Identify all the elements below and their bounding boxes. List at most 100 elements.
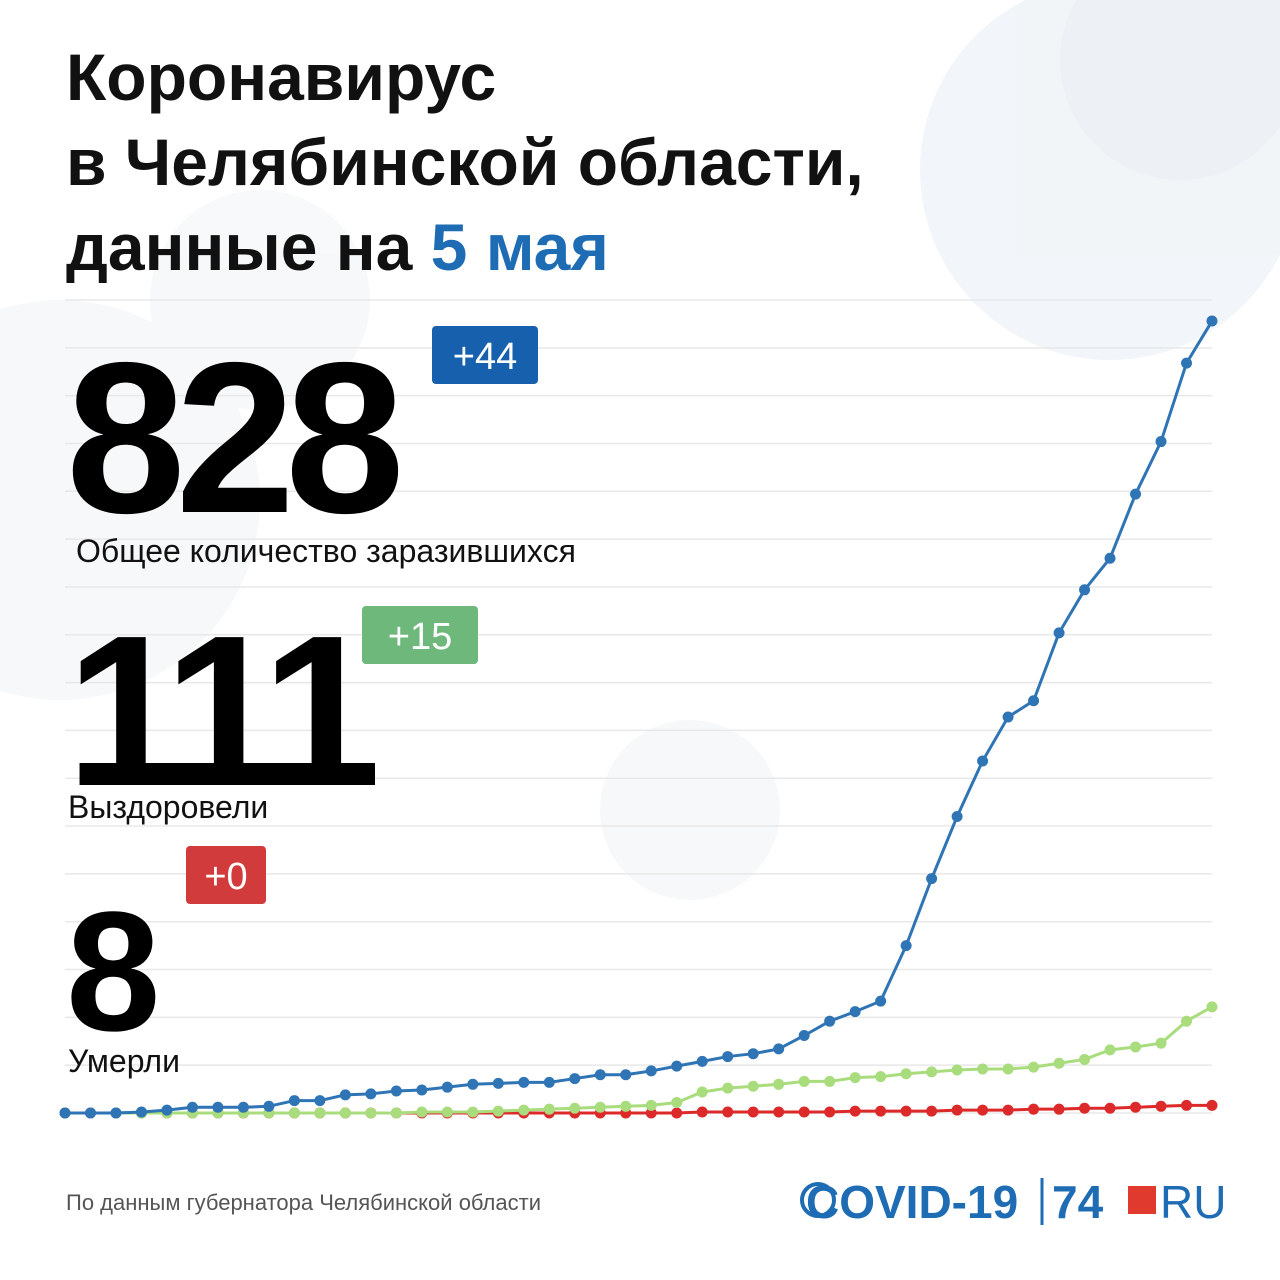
data-point: [492, 1077, 504, 1089]
source-note: По данным губернатора Челябинской област…: [66, 1190, 541, 1215]
title-line: в Челябинской области,: [66, 125, 864, 199]
data-point: [977, 1104, 989, 1116]
data-point: [773, 1043, 785, 1055]
data-point: [339, 1089, 351, 1101]
data-point: [416, 1084, 428, 1096]
data-point: [900, 940, 912, 952]
data-point: [1002, 711, 1014, 723]
data-point: [1206, 315, 1218, 327]
stat-number: 111: [66, 590, 375, 831]
data-point: [288, 1107, 300, 1119]
stat-caption: Общее количество заразившихся: [76, 533, 576, 569]
data-point: [977, 1063, 989, 1075]
stats: 828 +44 Общее количество заразившихся 111 +1…: [66, 317, 576, 1079]
data-point: [722, 1106, 734, 1118]
data-point: [798, 1106, 810, 1118]
data-point: [849, 1105, 861, 1117]
data-point: [977, 755, 989, 767]
data-point: [1206, 1001, 1218, 1013]
stat-change: +0: [204, 856, 247, 898]
title-line: Коронавирус: [66, 40, 496, 114]
data-point: [645, 1107, 657, 1119]
data-point: [1130, 1101, 1142, 1113]
stat-badge: [362, 606, 478, 664]
series-line: [65, 1005, 1213, 1115]
data-point: [161, 1104, 173, 1116]
data-point: [1002, 1063, 1014, 1075]
data-point: [288, 1095, 300, 1107]
data-point: [390, 1107, 402, 1119]
data-point: [1028, 695, 1040, 707]
data-point: [110, 1107, 122, 1119]
data-point: [1206, 1099, 1218, 1111]
logo: COVID-19 74 RU: [800, 1176, 1226, 1228]
lines: [59, 315, 1218, 1119]
data-point: [1079, 1053, 1091, 1065]
stat-badge: [432, 326, 538, 384]
data-point: [1130, 488, 1142, 500]
data-point: [620, 1069, 632, 1081]
logo-text: 74: [1052, 1176, 1104, 1228]
series-line: [65, 320, 1214, 1115]
data-point: [1079, 1102, 1091, 1114]
data-point: [900, 1068, 912, 1080]
data-point: [951, 1104, 963, 1116]
title-text: данные на: [66, 210, 431, 284]
data-point: [1104, 552, 1116, 564]
data-point: [1028, 1103, 1040, 1115]
data-point: [696, 1086, 708, 1098]
data-point: [824, 1106, 836, 1118]
data-point: [1104, 1102, 1116, 1114]
data-point: [186, 1101, 198, 1113]
data-point: [543, 1076, 555, 1088]
data-point: [671, 1107, 683, 1119]
data-point: [1130, 1041, 1142, 1053]
data-point: [1155, 1037, 1167, 1049]
data-point: [900, 1105, 912, 1117]
data-point: [84, 1107, 96, 1119]
data-point: [875, 1105, 887, 1117]
data-point: [1053, 1057, 1065, 1069]
logo-text: COVID-19: [806, 1176, 1018, 1228]
data-point: [594, 1069, 606, 1081]
data-point: [569, 1073, 581, 1085]
logo-square: [1128, 1186, 1156, 1214]
data-point: [1053, 1103, 1065, 1115]
stat-badge: [186, 846, 266, 904]
data-point: [1155, 1100, 1167, 1112]
data-point: [875, 1071, 887, 1083]
data-point: [135, 1106, 147, 1118]
data-point: [416, 1106, 428, 1118]
data-point: [747, 1080, 759, 1092]
data-point: [1079, 584, 1091, 596]
data-point: [263, 1100, 275, 1112]
data-point: [569, 1102, 581, 1114]
stat-caption: Умерли: [68, 1043, 180, 1079]
data-point: [645, 1065, 657, 1077]
data-point: [314, 1107, 326, 1119]
data-point: [314, 1095, 326, 1107]
data-point: [594, 1101, 606, 1113]
data-point: [696, 1055, 708, 1067]
data-point: [620, 1100, 632, 1112]
data-point: [1104, 1044, 1116, 1056]
data-point: [824, 1015, 836, 1027]
data-point: [747, 1048, 759, 1060]
data-point: [543, 1103, 555, 1115]
stat-change: +15: [388, 616, 452, 658]
data-point: [441, 1081, 453, 1093]
data-point: [467, 1078, 479, 1090]
data-point: [645, 1099, 657, 1111]
data-point: [798, 1030, 810, 1042]
data-point: [1002, 1104, 1014, 1116]
data-point: [1053, 627, 1065, 639]
data-point: [849, 1006, 861, 1018]
data-point: [926, 873, 938, 885]
data-point: [747, 1106, 759, 1118]
data-point: [926, 1066, 938, 1078]
data-point: [1155, 436, 1167, 448]
data-point: [849, 1072, 861, 1084]
data-point: [492, 1105, 504, 1117]
data-point: [441, 1106, 453, 1118]
stat-change: +44: [453, 336, 517, 378]
